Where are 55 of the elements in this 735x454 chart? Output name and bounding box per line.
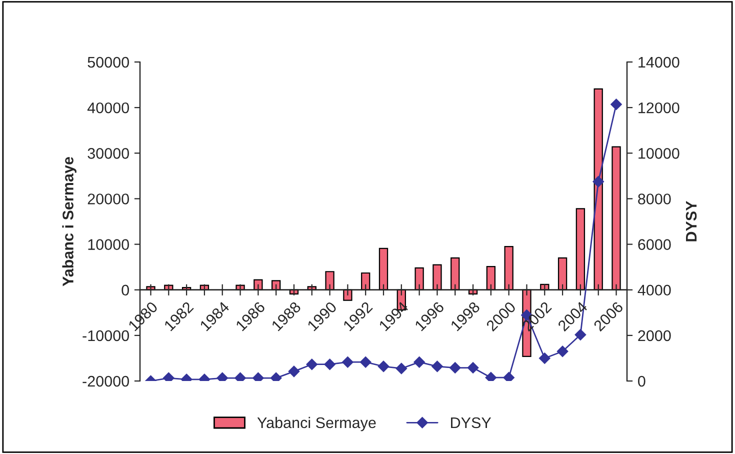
bar: [378, 248, 388, 290]
y-axis-title: Yabanc i Sermaye: [62, 157, 76, 286]
point: [252, 372, 264, 381]
y2-tick-label: 0: [638, 376, 646, 387]
bar: [612, 146, 621, 290]
point: [539, 352, 550, 364]
y-tick-label: 40000: [87, 102, 129, 114]
point: [610, 98, 622, 110]
legend-label: DYSY: [451, 417, 492, 428]
bar: [486, 266, 496, 290]
bar: [594, 88, 603, 290]
bar: [361, 272, 370, 290]
y2-tick-label: 6000: [638, 239, 671, 250]
y2-tick-label: 10000: [638, 148, 680, 159]
bar: [343, 289, 352, 301]
y-tick-label: 0: [122, 284, 129, 296]
point: [163, 372, 174, 381]
y2-tick-label: 12000: [638, 102, 680, 114]
legend-label: Yabanci Sermaye: [257, 416, 376, 432]
bar: [432, 264, 442, 290]
point: [360, 356, 372, 368]
y-tick-label: 10000: [88, 239, 129, 250]
point: [556, 346, 568, 357]
point: [378, 360, 390, 372]
bar: [576, 208, 586, 290]
point: [306, 358, 318, 370]
y2-tick-label: 8000: [638, 194, 671, 204]
point: [396, 362, 408, 374]
point: [342, 356, 354, 368]
point: [288, 366, 300, 378]
y-tick-label: 50000: [88, 56, 129, 68]
bar: [414, 267, 424, 290]
y-tick-label: -20000: [82, 376, 129, 387]
point: [216, 372, 228, 381]
point: [270, 372, 282, 381]
point: [414, 356, 425, 368]
point: [467, 362, 479, 374]
point: [485, 372, 497, 381]
bar: [450, 257, 460, 290]
point: [503, 372, 514, 381]
y-tick-label: 30000: [88, 148, 129, 159]
y2-tick-label: 14000: [638, 56, 680, 68]
point: [324, 358, 336, 370]
bar: [325, 271, 334, 290]
y2-axis-title: DYSY: [686, 200, 697, 242]
point: [432, 360, 443, 372]
y-tick-label: -10000: [82, 330, 129, 342]
bar: [504, 246, 514, 290]
y-tick-label: 20000: [88, 194, 129, 204]
point: [450, 362, 461, 374]
point: [234, 372, 246, 381]
y2-tick-label: 2000: [638, 330, 671, 342]
bar: [558, 257, 568, 290]
point: [592, 176, 604, 188]
y2-tick-label: 4000: [638, 284, 671, 296]
